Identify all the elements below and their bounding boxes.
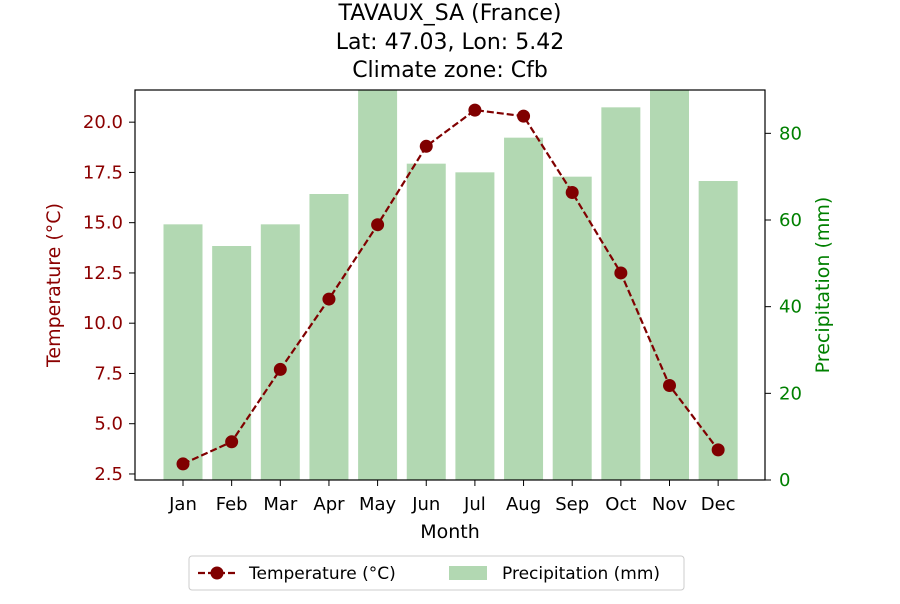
temperature-point — [614, 266, 628, 280]
x-axis: Jan Feb Mar Apr May Jun Jul Aug Sep Oct Nov Dec — [168, 480, 736, 515]
temperature-point — [468, 103, 482, 117]
chart-title-line-2: Lat: 47.03, Lon: 5.42 — [336, 30, 564, 55]
x-tick-label: Sep — [555, 494, 589, 515]
x-tick-label: May — [359, 494, 397, 515]
legend-box — [188, 555, 685, 591]
temperature-point — [371, 218, 385, 232]
x-axis-label: Month — [420, 521, 480, 543]
legend-temperature-label: Temperature (°C) — [248, 564, 396, 584]
left-y-tick-label: 17.5 — [83, 162, 123, 183]
x-tick-label: Jan — [168, 494, 197, 515]
left-y-tick-label: 2.5 — [94, 464, 123, 485]
left-y-tick-label: 5.0 — [94, 414, 123, 435]
plot-frame — [134, 89, 766, 481]
left-y-tick-label: 10.0 — [83, 313, 123, 334]
precipitation-bar — [406, 163, 446, 480]
temperature-point — [663, 379, 676, 393]
right-y-axis-label: Precipitation (mm) — [812, 197, 834, 374]
temperature-point — [225, 435, 239, 449]
left-y-axis: 2.5 5.0 7.5 10.0 12.5 15.0 17.5 20.0 — [83, 112, 135, 485]
x-tick-label: Jul — [463, 494, 486, 515]
right-y-tick-label: 20 — [779, 383, 802, 404]
precipitation-bar — [504, 137, 544, 480]
left-y-tick-label: 15.0 — [83, 213, 123, 234]
temperature-line — [182, 108, 720, 465]
precipitation-bar — [260, 224, 300, 480]
right-y-tick-label: 40 — [779, 297, 802, 318]
x-tick-label: Aug — [506, 494, 541, 515]
precipitation-bar — [650, 90, 689, 480]
right-y-axis: 0 20 40 60 80 — [765, 123, 802, 491]
temperature-point — [322, 292, 336, 306]
legend-temperature-marker — [210, 566, 224, 580]
temperature-point — [711, 443, 725, 457]
x-tick-label: Oct — [605, 494, 636, 515]
temperature-point — [517, 109, 531, 123]
chart-title-line-1: TAVAUX_SA (France) — [338, 1, 562, 26]
right-y-tick-label: 0 — [779, 470, 790, 491]
x-tick-label: Jun — [411, 494, 440, 515]
temperature-point — [419, 139, 433, 153]
legend-precipitation-swatch — [449, 566, 487, 580]
x-tick-label: Mar — [263, 494, 298, 515]
left-y-axis-label: Temperature (°C) — [43, 203, 65, 368]
left-y-tick-label: 7.5 — [94, 363, 123, 384]
precipitation-bar — [309, 194, 349, 480]
x-tick-label: Nov — [652, 494, 687, 515]
x-tick-label: Dec — [701, 494, 736, 515]
left-y-tick-label: 12.5 — [83, 263, 123, 284]
legend: Temperature (°C) Precipitation (mm) — [188, 555, 685, 591]
precipitation-bar — [552, 176, 592, 480]
precipitation-bar — [698, 181, 738, 480]
precipitation-bar — [358, 90, 398, 480]
precipitation-bars — [163, 90, 738, 481]
chart-title-line-3: Climate zone: Cfb — [352, 58, 548, 83]
legend-precipitation-label: Precipitation (mm) — [502, 564, 660, 584]
x-tick-label: Apr — [313, 494, 345, 515]
x-tick-label: Feb — [216, 494, 248, 515]
temperature-point — [273, 362, 287, 376]
right-y-tick-label: 60 — [779, 210, 802, 231]
temperature-series — [176, 103, 725, 471]
right-y-tick-label: 80 — [779, 123, 802, 144]
precipitation-bar — [601, 107, 641, 480]
temperature-point — [565, 186, 579, 200]
left-y-tick-label: 20.0 — [83, 112, 123, 133]
precipitation-bar — [455, 172, 495, 481]
temperature-point — [176, 457, 190, 471]
precipitation-bar — [163, 224, 203, 480]
